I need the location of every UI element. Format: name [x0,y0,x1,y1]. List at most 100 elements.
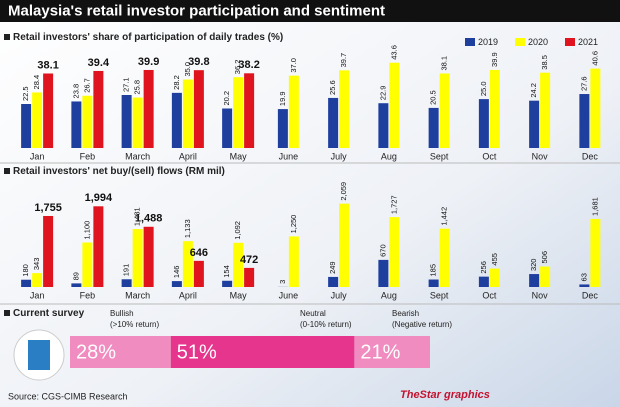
x-tick-label: Sept [430,151,449,161]
value-label: 1,431 [133,207,142,226]
value-label: 1,994 [85,192,113,204]
survey-name: Neutral [300,309,326,318]
section-title: Retail investors' share of participation… [13,32,283,43]
bar [193,70,204,148]
value-label: 506 [540,251,549,264]
x-tick-label: Feb [80,151,96,161]
bar [244,73,255,148]
value-label: 43.6 [389,45,398,60]
survey-segment [170,336,355,368]
bar [529,100,540,148]
bar [339,203,350,287]
x-tick-label: July [331,151,348,161]
x-tick-label: July [331,290,348,300]
bar [590,218,601,287]
value-label: 63 [579,273,588,281]
bar [193,260,204,287]
value-label: 22.5 [21,86,30,101]
legend-swatch [465,38,475,46]
value-label: 20.5 [429,90,438,105]
bar [171,92,182,148]
x-tick-label: March [125,151,150,161]
value-label: 40.6 [590,51,599,66]
value-label: 37.0 [289,58,298,73]
bar [132,229,143,287]
source: Source: CGS-CIMB Research [8,391,128,401]
value-label: 25.8 [133,80,142,95]
bar [540,72,551,148]
value-label: 38.5 [540,55,549,70]
value-label: 26.7 [82,78,91,93]
value-label: 154 [222,265,231,278]
x-tick-label: April [179,290,197,300]
value-label: 1,092 [233,221,242,240]
bar [93,70,104,148]
value-label: 38.1 [440,56,449,71]
x-tick-label: Dec [582,151,599,161]
value-label: 25.6 [328,80,337,95]
bar [121,95,132,148]
value-label: 320 [529,259,538,272]
bar [378,259,389,287]
value-label: 1,488 [135,213,163,225]
bar [143,69,154,148]
value-label: 39.7 [339,53,348,68]
value-label: 35.0 [183,62,192,77]
bar [529,274,540,287]
value-label: 19.9 [278,91,287,106]
value-label: 27.6 [579,76,588,91]
value-label: 191 [122,264,131,277]
legend-swatch [565,38,575,46]
bar [389,217,400,287]
bar [389,62,400,148]
value-label: 180 [21,264,30,277]
legend-label: 2020 [528,37,548,47]
bar [21,279,32,287]
bar [439,73,450,148]
section-title: Retail investors' net buy/(sell) flows (… [13,166,225,177]
value-label: 1,755 [34,202,62,214]
bar [71,101,82,148]
bar [428,107,439,148]
bar [478,276,489,287]
bar [32,92,43,148]
x-tick-label: Nov [532,290,549,300]
bar [288,236,299,287]
bar [428,279,439,287]
x-tick-label: June [279,151,299,161]
bar [82,95,93,148]
clipboard [28,340,50,370]
bar [132,97,143,148]
x-tick-label: May [230,151,248,161]
bar [222,280,233,287]
value-label: 185 [429,264,438,277]
value-label: 22.9 [378,86,387,101]
bar [579,284,590,287]
x-tick-label: Jan [30,151,45,161]
bar [277,109,288,148]
x-tick-label: Nov [532,151,549,161]
legend-label: 2021 [578,37,598,47]
x-tick-label: Jan [30,290,45,300]
title-bar [0,0,620,22]
value-label: 256 [479,261,488,274]
bar [328,97,339,148]
value-label: 2,059 [339,182,348,201]
survey-percent: 28% [76,341,116,363]
section-title: Current survey [13,308,85,319]
x-tick-label: Aug [381,151,397,161]
survey-segment [70,336,171,368]
value-label: 472 [240,254,258,266]
value-label: 23.8 [71,84,80,99]
value-label: 1,442 [440,207,449,226]
x-tick-label: Aug [381,290,397,300]
x-tick-label: Sept [430,290,449,300]
x-tick-label: Oct [482,151,497,161]
value-label: 38.2 [238,59,259,71]
bullet [4,34,10,40]
value-label: 3 [278,280,287,284]
bar [233,77,244,148]
bar [21,104,32,148]
bar [489,69,500,148]
